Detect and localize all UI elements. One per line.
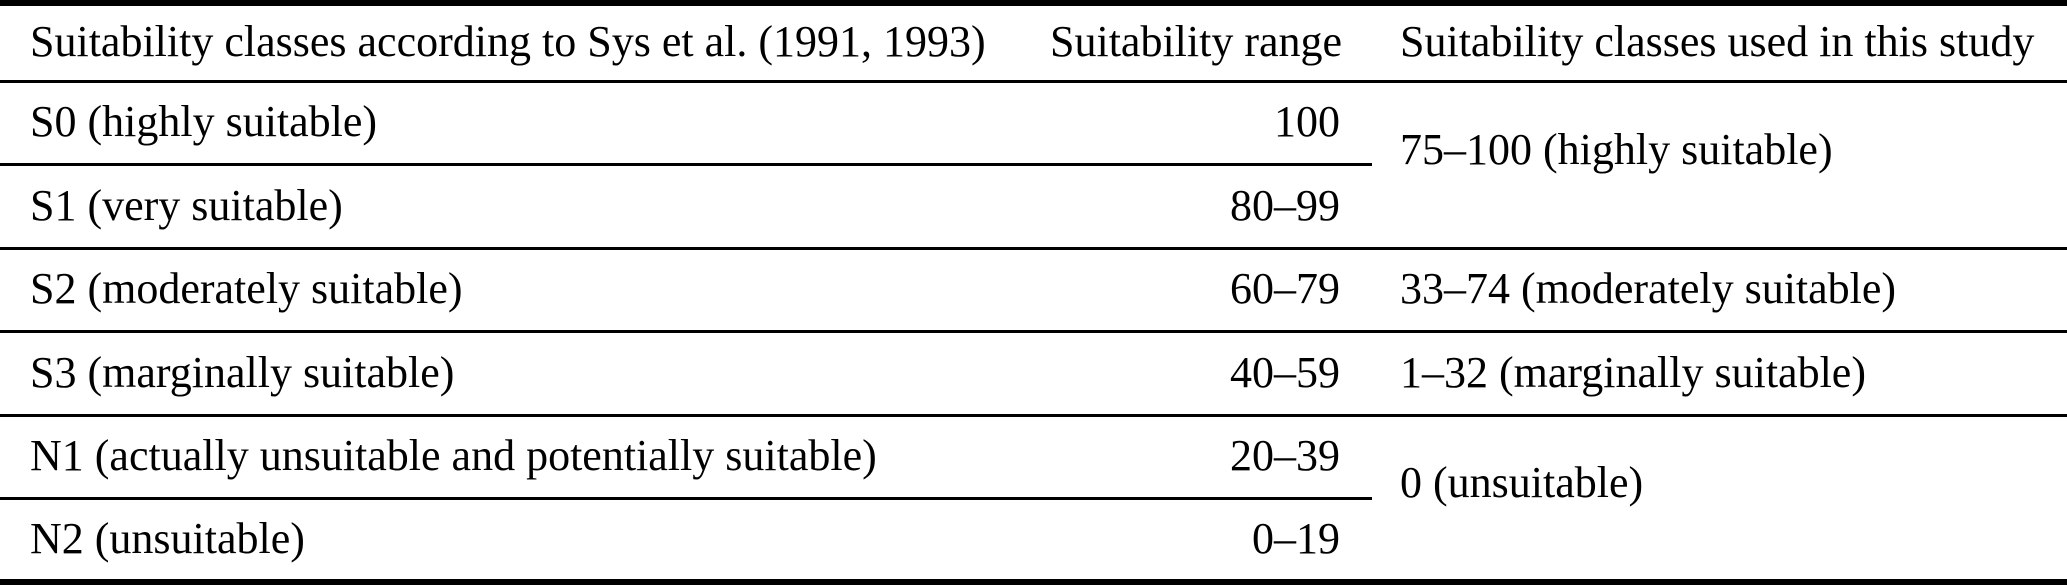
merged-study-cell-highly-suitable: 75–100 (highly suitable): [1372, 81, 2067, 250]
class-label-s1: S1 (very suitable): [0, 164, 1050, 250]
study-class-s2: 33–74 (moderately suitable): [1372, 248, 2067, 333]
class-label-n1: N1 (actually unsuitable and potentially …: [0, 415, 1050, 500]
column-header-sys-classes: Suitability classes according to Sys et …: [0, 3, 1050, 83]
range-value-s3: 40–59: [1050, 331, 1372, 417]
class-label-s0: S0 (highly suitable): [0, 81, 1050, 166]
merged-study-text-unsuitable: 0 (unsuitable): [1400, 458, 1644, 508]
study-class-text-s2: 33–74 (moderately suitable): [1400, 264, 1897, 314]
table-row-n1: N1 (actually unsuitable and potentially …: [0, 415, 2067, 507]
column-header-suitability-range: Suitability range: [1050, 3, 1372, 83]
range-value-n1: 20–39: [1050, 415, 1372, 500]
table-row-s0: S0 (highly suitable) 100 75–100 (highly …: [0, 81, 2067, 250]
range-value-s0: 100: [1050, 81, 1372, 166]
class-label-s3: S3 (marginally suitable): [0, 331, 1050, 417]
table-row-s3: S3 (marginally suitable) 40–59 1–32 (mar…: [0, 331, 2067, 417]
table-row-n2: N2 (unsuitable) 0–19: [0, 499, 2067, 583]
column-header-study-classes: Suitability classes used in this study: [1372, 3, 2067, 83]
range-value-n2: 0–19: [1252, 514, 1340, 564]
merged-study-cell-unsuitable: 0 (unsuitable): [1372, 415, 2067, 582]
class-label-n2: N2 (unsuitable): [30, 514, 305, 564]
range-value-s1: 80–99: [1050, 164, 1372, 250]
header-row: Suitability classes according to Sys et …: [0, 3, 2067, 83]
range-value-s2: 60–79: [1050, 248, 1372, 333]
table-row-s1: S1 (very suitable) 80–99: [0, 164, 2067, 250]
merged-study-text-highly-suitable: 75–100 (highly suitable): [1400, 125, 1833, 175]
table-row-s2: S2 (moderately suitable) 60–79 33–74 (mo…: [0, 248, 2067, 333]
class-label-s2: S2 (moderately suitable): [0, 248, 1050, 333]
study-class-s3: 1–32 (marginally suitable): [1372, 331, 2067, 417]
study-class-text-s3: 1–32 (marginally suitable): [1400, 347, 1866, 397]
